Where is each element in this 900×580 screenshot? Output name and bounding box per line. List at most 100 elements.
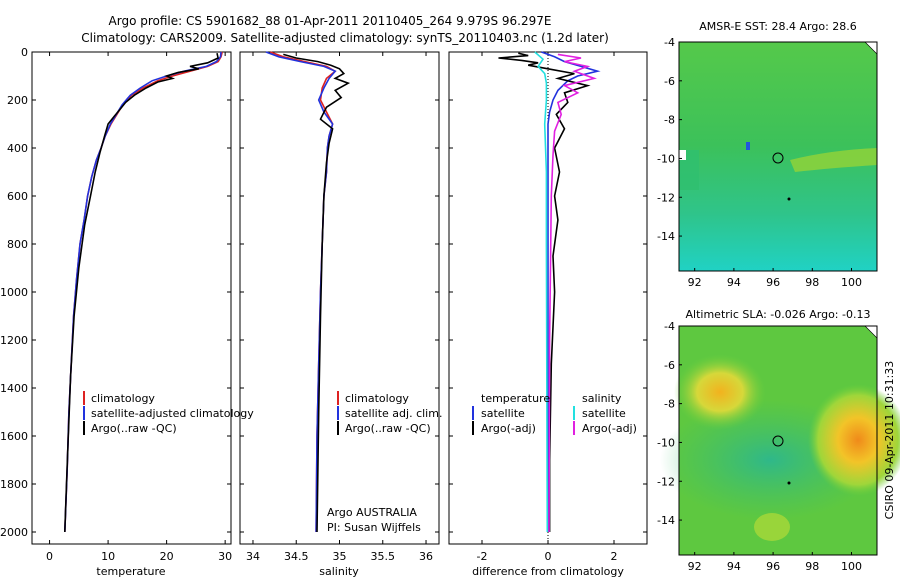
salinity-xlabel: salinity [319, 565, 359, 578]
x-tick-label: 20 [160, 550, 174, 563]
y-tick-label: 1400 [0, 382, 28, 395]
x-tick-label: 36 [419, 550, 433, 563]
temperature-axes-frame [31, 51, 232, 545]
map-x-tick-label: 92 [688, 560, 702, 573]
map-x-tick-label: 100 [841, 276, 862, 289]
x-tick-label: 2 [611, 550, 618, 563]
map-y-tick-label: -10 [657, 436, 675, 449]
y-tick-label: 0 [21, 46, 28, 59]
x-tick-label: 35 [333, 550, 347, 563]
y-tick-label: 2000 [0, 526, 28, 539]
series-argo-raw-qc [64, 53, 220, 533]
x-tick-label: 30 [218, 550, 232, 563]
series-argo-raw-qc [283, 53, 351, 533]
legend-title-temperature: temperature [481, 392, 550, 405]
salinity-ticks: 34 34.5 35 35.5 36 [240, 51, 439, 563]
x-tick-label: 0 [545, 550, 552, 563]
sla-warm-eddy-west [674, 354, 766, 430]
map-x-tick-label: 92 [688, 276, 702, 289]
sst-warm-band [790, 148, 877, 172]
map-y-tick-label: -12 [657, 475, 675, 488]
temperature-lines [64, 51, 223, 533]
map-x-tick-label: 98 [805, 276, 819, 289]
temperature-ticks: 0 10 20 30 0 200 400 600 800 1000 1200 1400 1600 1800… [0, 46, 232, 563]
y-tick-label: 1000 [0, 286, 28, 299]
x-tick-label: -2 [477, 550, 488, 563]
sst-argo-point [787, 197, 791, 201]
y-tick-label: 400 [7, 142, 28, 155]
map-x-tick-label: 98 [805, 560, 819, 573]
y-tick-label: 200 [7, 94, 28, 107]
argo-program-label: Argo AUSTRALIA [327, 506, 417, 519]
sla-small-eddy [754, 513, 790, 541]
temperature-legend: climatology satellite-adjusted climatolo… [83, 391, 254, 435]
sla-map-ticks: 92 94 96 98 100 -4 -6 -8 -10 -12 -14 [657, 320, 862, 573]
difference-legend-salinity: salinity satellite Argo(-adj) [573, 392, 637, 435]
x-tick-label: 0 [46, 550, 53, 563]
map-x-tick-label: 100 [841, 560, 862, 573]
sst-map-ticks: 92 94 96 98 100 -4 -6 -8 -10 -12 -14 [657, 36, 862, 289]
figure-title-line1: Argo profile: CS 5901682_88 01-Apr-2011 … [109, 14, 552, 28]
map-y-tick-label: -10 [657, 152, 675, 165]
csiro-credit: CSIRO 09-Apr-2011 10:31:33 [883, 361, 896, 520]
sst-cold-pixel [746, 142, 750, 150]
map-y-tick-label: -14 [657, 514, 675, 527]
sst-map-panel: AMSR-E SST: 28.4 Argo: 28.6 92 94 96 98 100 -… [657, 20, 878, 289]
salinity-panel: 34 34.5 35 35.5 36 salinity climatology sate… [239, 51, 442, 578]
difference-panel: -2 0 2 difference from climatology tempera… [448, 51, 648, 578]
difference-xlabel: difference from climatology [472, 565, 624, 578]
legend-label-temp-argo: Argo(-adj) [481, 422, 536, 435]
sst-map-frame [678, 41, 878, 272]
map-y-tick-label: -8 [664, 114, 675, 127]
map-x-tick-label: 94 [727, 276, 741, 289]
x-tick-label: 35.5 [371, 550, 396, 563]
x-tick-label: 34 [246, 550, 260, 563]
temperature-panel: 0 10 20 30 0 200 400 600 800 1000 1200 1400 1600 1800… [0, 46, 254, 578]
temperature-xlabel: temperature [96, 565, 165, 578]
legend-label-satellite: satellite-adjusted climatology [91, 407, 254, 420]
legend-label-sal-argo: Argo(-adj) [582, 422, 637, 435]
figure-title-line2: Climatology: CARS2009. Satellite-adjuste… [81, 31, 609, 45]
map-x-tick-label: 94 [727, 560, 741, 573]
difference-legend-temperature: temperature satellite Argo(-adj) [472, 392, 550, 435]
y-tick-label: 1600 [0, 430, 28, 443]
series-satellite-adj-clim [265, 51, 337, 533]
map-y-tick-label: -6 [664, 75, 675, 88]
salinity-legend: climatology satellite adj. clim. Argo(..… [337, 391, 442, 435]
map-y-tick-label: -4 [664, 36, 675, 49]
sst-argo-location-circle [772, 152, 784, 164]
series-salinity-satellite [534, 51, 549, 533]
legend-label-sal-satellite: satellite [582, 407, 626, 420]
y-tick-label: 1800 [0, 478, 28, 491]
sla-map-frame [678, 325, 878, 556]
sla-map-title: Altimetric SLA: -0.026 Argo: -0.13 [686, 308, 871, 321]
series-salinity-argo-adj [548, 53, 597, 533]
series-temperature-argo-adj [498, 52, 591, 532]
map-x-tick-label: 96 [766, 276, 780, 289]
series-satellite-adjusted-climatology [64, 51, 222, 533]
map-x-tick-label: 96 [766, 560, 780, 573]
argo-pi-label: PI: Susan Wijffels [327, 521, 421, 534]
x-tick-label: 10 [101, 550, 115, 563]
legend-label-temp-satellite: satellite [481, 407, 525, 420]
x-tick-label: 34.5 [284, 550, 309, 563]
sst-missing-pixel [679, 150, 686, 160]
salinity-axes-frame [239, 51, 440, 545]
legend-label-argo: Argo(..raw -QC) [345, 422, 431, 435]
y-tick-label: 800 [7, 238, 28, 251]
sla-argo-point [787, 481, 791, 485]
legend-title-salinity: salinity [582, 392, 622, 405]
series-climatology [64, 51, 223, 533]
sla-map-panel: Altimetric SLA: -0.026 Argo: -0.13 92 94 9… [657, 308, 900, 573]
difference-lines [498, 51, 601, 533]
salinity-lines [265, 51, 351, 533]
legend-label-climatology: climatology [345, 392, 409, 405]
sla-argo-location-circle [772, 435, 784, 447]
map-y-tick-label: -4 [664, 320, 675, 333]
sst-map-title: AMSR-E SST: 28.4 Argo: 28.6 [699, 20, 857, 33]
y-tick-label: 1200 [0, 334, 28, 347]
legend-label-climatology: climatology [91, 392, 155, 405]
legend-label-argo: Argo(..raw -QC) [91, 422, 177, 435]
map-y-tick-label: -8 [664, 398, 675, 411]
map-y-tick-label: -12 [657, 191, 675, 204]
